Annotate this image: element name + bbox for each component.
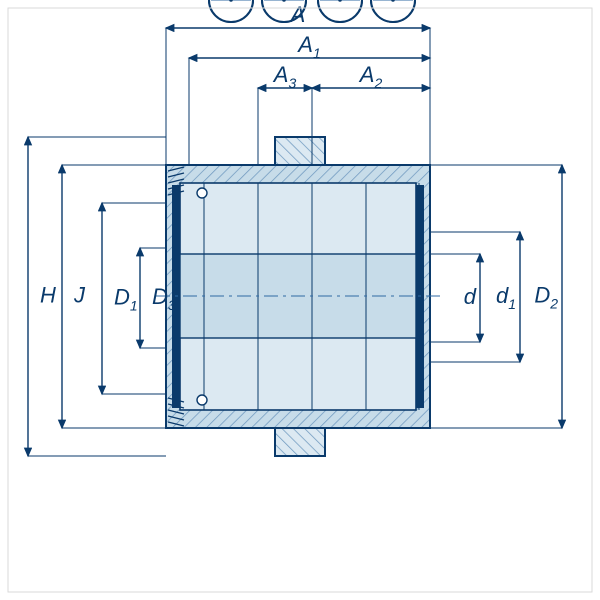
- dim-label-A: A: [289, 2, 306, 27]
- dim-label-A2: A2: [358, 62, 383, 91]
- dim-label-H: H: [40, 283, 56, 308]
- dim-label-A1: A1: [296, 32, 320, 61]
- shaft-boss-bot: [275, 428, 325, 456]
- dim-label-d: d: [464, 284, 477, 309]
- dim-label-D2: D2: [534, 283, 558, 312]
- dim-label-J: J: [73, 283, 86, 308]
- rolling-element: [209, 0, 253, 22]
- port-bot: [197, 395, 207, 405]
- port-top: [197, 188, 207, 198]
- dim-label-A3: A3: [272, 62, 297, 91]
- rolling-element: [318, 0, 362, 22]
- dim-label-d1: d1: [496, 283, 516, 312]
- rolling-element: [371, 0, 415, 22]
- shaft-boss-top: [275, 137, 325, 165]
- dim-label-D1: D1: [114, 285, 138, 314]
